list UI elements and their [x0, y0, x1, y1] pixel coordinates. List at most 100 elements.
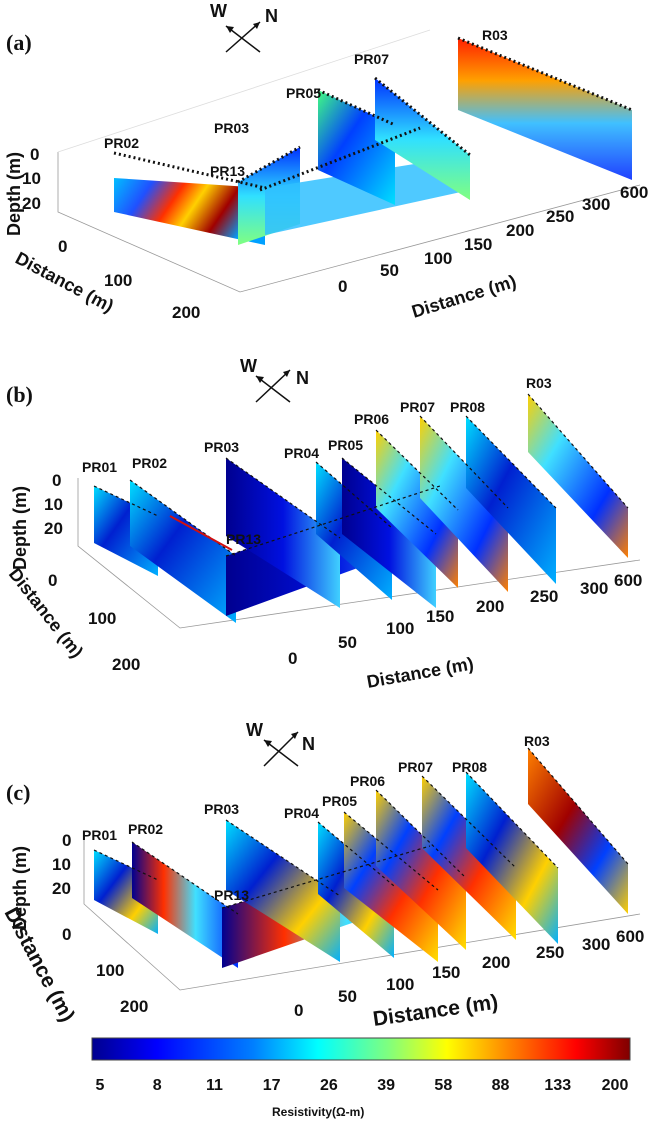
colorbar-tick-label: 58: [434, 1077, 452, 1094]
right-axis-tick: 250: [536, 943, 564, 962]
profile-label-pr07: PR07: [398, 759, 433, 775]
panel-label: (c): [6, 780, 30, 805]
panel-b: (b) W N PR01 PR02 PR13 PR03 PR04 PR05 PR…: [0, 338, 667, 693]
right-axis-tick: 300: [580, 579, 608, 598]
depth-axis-title: Depth (m): [4, 152, 24, 236]
left-axis-title: Distance (m): [12, 248, 117, 316]
profile-section-pr07: [375, 78, 470, 200]
right-axis-tick: 600: [620, 183, 648, 202]
right-axis-tick: 250: [546, 207, 574, 226]
depth-tick: 20: [44, 519, 63, 538]
right-axis-tick: 50: [338, 633, 357, 652]
colorbar-tick-label: 5: [96, 1077, 105, 1094]
compass-north-label: N: [296, 368, 309, 388]
panel-a-figure: (a) W N PR02 PR13 PR03 PR05 PR07 R03 Dep…: [4, 1, 648, 322]
electrode-markers: [93, 747, 629, 915]
colorbar-gradient: [91, 1037, 631, 1061]
profile-label-pr01: PR01: [82, 827, 117, 843]
colorbar-title: Resistivity(Ω-m): [272, 1105, 364, 1119]
right-axis-tick: 150: [464, 235, 492, 254]
left-axis-tick: 200: [120, 997, 148, 1016]
profile-label-pr01: PR01: [82, 459, 117, 475]
profile-section-pr13: [265, 155, 470, 235]
panel-b-figure: (b) W N PR01 PR02 PR13 PR03 PR04 PR05 PR…: [5, 356, 643, 692]
left-axis-tick: 100: [88, 609, 116, 628]
right-axis-tick: 50: [380, 261, 399, 280]
left-axis-tick: 0: [62, 925, 71, 944]
left-axis-title: Distance (m): [5, 564, 87, 661]
profile-label-pr02: PR02: [104, 135, 139, 151]
profile-section-r03: [528, 748, 628, 914]
right-axis-tick: 200: [476, 597, 504, 616]
profile-section-pr01: [94, 850, 158, 934]
left-axis-title: Distance (m): [0, 904, 79, 1026]
profile-label-pr03: PR03: [214, 120, 249, 136]
profile-section-pr07: [420, 416, 508, 592]
compass-west-label: W: [240, 356, 257, 376]
depth-tick: 20: [52, 879, 71, 898]
profile-section-pr08: [466, 772, 558, 944]
panel-label: (b): [6, 382, 33, 407]
right-axis-tick: 200: [506, 221, 534, 240]
axis-frame: [83, 836, 641, 991]
colorbar-tick-label: 133: [544, 1077, 571, 1094]
right-axis-tick: 0: [294, 1001, 303, 1020]
profile-label-pr03: PR03: [204, 439, 239, 455]
depth-tick: 0: [62, 831, 71, 850]
depth-axis-title: Depth (m): [10, 486, 30, 570]
profile-label-pr02: PR02: [128, 821, 163, 837]
left-axis-tick: 100: [96, 961, 124, 980]
depth-tick: 10: [44, 495, 63, 514]
profile-label-pr08: PR08: [452, 759, 487, 775]
left-axis-tick: 200: [112, 655, 140, 674]
colorbar-tick-label: 88: [492, 1077, 510, 1094]
profile-section-r03: [528, 394, 628, 558]
right-axis-title: Distance (m): [409, 271, 518, 322]
depth-tick: 10: [52, 855, 71, 874]
profile-label-pr05: PR05: [286, 85, 321, 101]
profile-label-pr06: PR06: [354, 411, 389, 427]
profile-label-pr03: PR03: [204, 801, 239, 817]
right-axis-tick: 0: [288, 649, 297, 668]
profile-label-pr04: PR04: [284, 805, 319, 821]
profile-label-r03: R03: [526, 375, 552, 391]
left-axis-tick: 100: [104, 271, 132, 290]
compass-icon: W N: [246, 720, 315, 767]
colorbar-tick-label: 39: [377, 1077, 395, 1094]
profile-label-r03: R03: [482, 27, 508, 43]
profile-label-pr05: PR05: [328, 437, 363, 453]
colorbar-tick-label: 11: [206, 1077, 223, 1094]
compass-icon: W N: [210, 1, 278, 53]
compass-west-label: W: [246, 720, 263, 740]
colorbar-tick-label: 17: [263, 1077, 281, 1094]
profile-section-pr05: [344, 812, 438, 962]
profile-section-pr08: [466, 416, 556, 584]
right-axis-tick: 50: [338, 987, 357, 1006]
profile-section-pr03: [226, 820, 340, 962]
left-axis-tick: 200: [172, 303, 200, 322]
colorbar-tick-label: 200: [602, 1077, 629, 1094]
profile-section-r03: [458, 38, 632, 180]
depth-tick: 10: [22, 169, 41, 188]
profile-section-pr02: [132, 842, 238, 968]
right-axis-tick: 250: [530, 587, 558, 606]
right-axis-tick: 300: [582, 935, 610, 954]
axis-frame: [77, 478, 641, 629]
right-axis-tick: 0: [338, 277, 347, 296]
depth-tick: 0: [52, 471, 61, 490]
resistivity-colorbar: 5 8 11 17 26 39 58 88 133 200 Resistivity(Ω-m): [0, 1030, 667, 1126]
profile-label-pr04: PR04: [284, 445, 319, 461]
profile-section-pr06: [376, 790, 466, 950]
right-axis-title: Distance (m): [365, 653, 475, 691]
profile-section-pr02: [130, 480, 236, 623]
profile-section-pr02: [114, 178, 265, 245]
profile-label-r03: R03: [524, 733, 550, 749]
right-axis-tick: 600: [616, 927, 644, 946]
right-axis-tick: 100: [386, 975, 414, 994]
panel-c: (c) W N PR01 PR02 PR13 PR03 PR04 PR05 PR…: [0, 700, 667, 1055]
profile-label-pr13: PR13: [214, 887, 249, 903]
depth-tick: 0: [30, 145, 39, 164]
right-axis-tick: 150: [426, 607, 454, 626]
compass-north-label: N: [302, 734, 315, 754]
compass-icon: W N: [240, 356, 309, 403]
